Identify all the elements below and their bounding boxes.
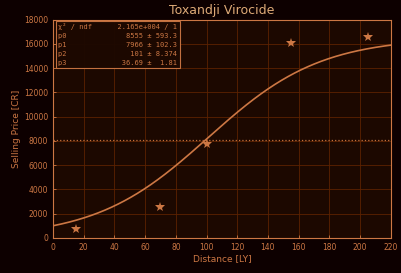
Text: χ² / ndf      2.165e+004 / 1
p0              8555 ± 593.3
p1              7966 ±: χ² / ndf 2.165e+004 / 1 p0 8555 ± 593.3 … [58,23,177,66]
X-axis label: Distance [LY]: Distance [LY] [192,254,251,263]
Title: Toxandji Virocide: Toxandji Virocide [169,4,274,17]
Y-axis label: Selling Price [CR]: Selling Price [CR] [12,90,21,168]
